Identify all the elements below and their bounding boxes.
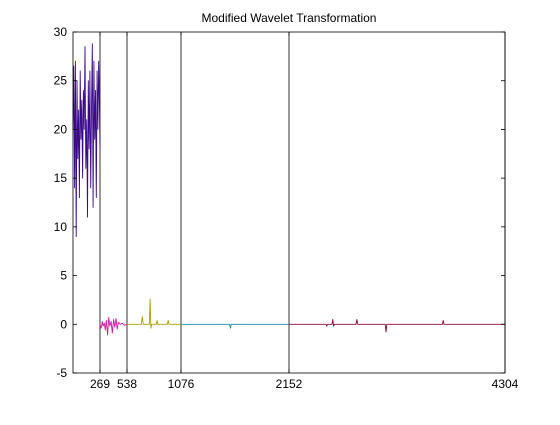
- series-line-4: [289, 318, 505, 333]
- x-tick-label-4: 4304: [492, 377, 519, 391]
- series-line-1: [99, 317, 128, 336]
- y-tick-label-1: 0: [60, 317, 67, 331]
- series-group: [72, 43, 505, 336]
- chart-title: Modified Wavelet Transformation: [202, 11, 377, 25]
- series-line-2: [127, 298, 181, 329]
- x-tick-label-0: 269: [90, 377, 110, 391]
- y-tick-label-0: -5: [56, 366, 67, 380]
- x-tick-label-3: 2152: [276, 377, 303, 391]
- y-tick-label-7: 30: [54, 25, 68, 39]
- x-tick-label-2: 1076: [168, 377, 195, 391]
- x-tick-label-1: 538: [117, 377, 137, 391]
- axes: -5 0 5 10 15 20 25 30 269 538 1076 2152 4304: [54, 25, 519, 391]
- series-line-0: [72, 43, 101, 238]
- y-tick-label-5: 20: [54, 122, 68, 136]
- y-tick-label-3: 10: [54, 220, 68, 234]
- y-tick-label-6: 25: [54, 74, 68, 88]
- series-line-3: [181, 323, 289, 329]
- y-tick-label-2: 5: [60, 269, 67, 283]
- y-tick-label-4: 15: [54, 171, 68, 185]
